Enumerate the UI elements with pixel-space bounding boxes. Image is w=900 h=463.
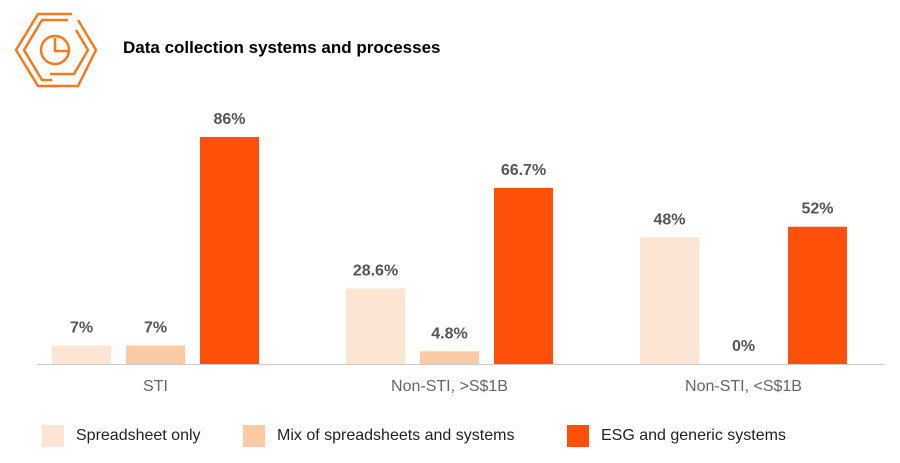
data-label: 48% xyxy=(653,211,685,228)
legend-label: Spreadsheet only xyxy=(76,427,201,444)
category-label: STI xyxy=(143,378,168,395)
category-label: Non-STI, <S$1B xyxy=(685,378,802,395)
bar xyxy=(200,136,259,364)
legend-swatch xyxy=(42,425,64,447)
legend-swatch xyxy=(243,425,265,447)
data-label: 7% xyxy=(144,320,167,337)
data-label: 52% xyxy=(801,201,833,218)
data-label: 4.8% xyxy=(431,325,467,342)
legend-item-mix: Mix of spreadsheets and systems xyxy=(243,425,514,447)
data-label: 0% xyxy=(732,338,755,355)
legend-label: ESG and generic systems xyxy=(601,427,786,444)
data-label: 86% xyxy=(213,111,245,128)
chart-title: Data collection systems and processes xyxy=(123,38,441,57)
legend-swatch xyxy=(567,425,589,447)
data-label: 7% xyxy=(70,320,93,337)
legend-label: Mix of spreadsheets and systems xyxy=(277,427,515,444)
bar xyxy=(346,288,405,364)
data-label: 66.7% xyxy=(501,162,546,179)
bar xyxy=(126,345,185,364)
bar xyxy=(788,226,847,364)
bar xyxy=(640,237,699,364)
data-label: 28.6% xyxy=(353,262,398,279)
bar xyxy=(494,187,553,364)
legend-item-esg: ESG and generic systems xyxy=(567,425,786,447)
hexagon-pie-chart-icon xyxy=(14,12,98,88)
bar xyxy=(420,351,479,364)
bar xyxy=(52,345,111,364)
category-label: Non-STI, >S$1B xyxy=(391,378,508,395)
legend-item-spreadsheet: Spreadsheet only xyxy=(42,425,201,447)
